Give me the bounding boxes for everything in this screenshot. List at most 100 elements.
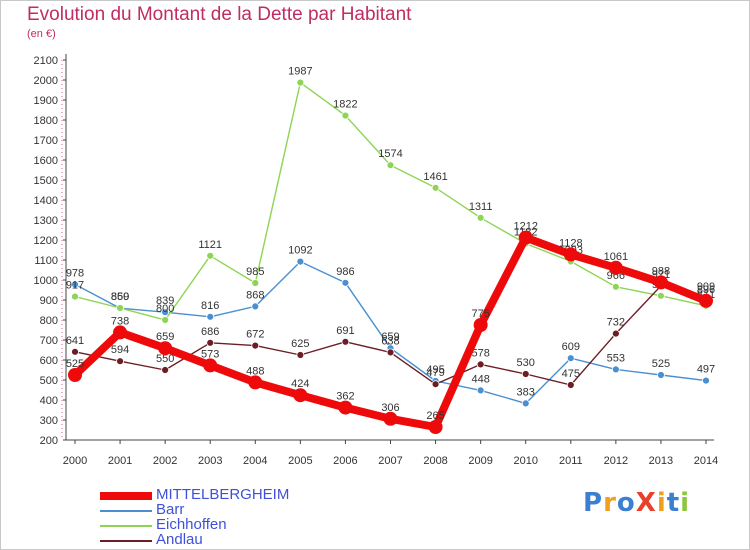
logo-letter: i [656, 488, 667, 518]
data-point-andlau [206, 338, 215, 347]
x-tick-label: 2008 [423, 455, 447, 467]
data-point-eichhoffen [341, 111, 350, 120]
data-label-eichhoffen: 800 [156, 303, 174, 315]
y-tick-label: 200 [40, 435, 58, 447]
logo-letter: t [666, 488, 681, 518]
data-point-eichhoffen [161, 316, 170, 324]
data-label-mittelbergheim: 1128 [559, 237, 583, 249]
logo-letter: r [603, 488, 617, 518]
data-point-barr [71, 280, 79, 289]
data-point-mittelbergheim [608, 260, 623, 275]
data-point-mittelbergheim [248, 375, 263, 390]
data-point-barr [161, 308, 170, 317]
data-point-mittelbergheim [158, 341, 173, 356]
data-label-barr: 868 [246, 289, 264, 301]
data-point-mittelbergheim [293, 388, 308, 403]
data-label-andlau: 578 [471, 347, 489, 359]
y-tick-label: 500 [40, 375, 58, 387]
y-tick-label: 2000 [34, 75, 58, 87]
data-label-eichhoffen: 860 [111, 291, 129, 303]
data-label-mittelbergheim: 1212 [513, 221, 537, 233]
data-label-mittelbergheim: 573 [201, 348, 219, 360]
data-point-eichhoffen [476, 213, 485, 222]
data-point-barr [476, 386, 485, 395]
data-point-eichhoffen [296, 78, 305, 87]
y-tick-label: 1700 [34, 135, 58, 147]
legend-swatch [100, 510, 152, 512]
data-label-barr: 859 [111, 291, 129, 303]
data-point-barr [206, 312, 215, 321]
x-tick-label: 2011 [559, 455, 583, 467]
data-label-eichhoffen: 1461 [423, 171, 447, 183]
data-point-mittelbergheim [563, 247, 578, 262]
data-label-barr: 495 [426, 364, 444, 376]
data-point-andlau [341, 337, 350, 346]
data-label-andlau: 909 [697, 281, 715, 293]
data-label-andlau: 641 [66, 335, 84, 347]
data-point-andlau [566, 381, 575, 389]
data-point-barr [702, 376, 710, 385]
data-point-eichhoffen [116, 304, 124, 312]
data-label-eichhoffen: 917 [66, 280, 84, 292]
x-tick-label: 2007 [378, 455, 402, 467]
data-label-eichhoffen: 1121 [198, 239, 222, 251]
data-label-andlau: 732 [607, 317, 625, 329]
chart-subtitle: (en €) [27, 28, 56, 40]
y-tick-label: 1600 [34, 155, 58, 167]
data-point-barr [251, 302, 260, 311]
data-point-barr [341, 278, 350, 287]
series-line-eichhoffen [74, 81, 707, 321]
data-label-mittelbergheim: 988 [652, 265, 670, 277]
data-point-andlau [521, 370, 530, 378]
logo-letter: o [616, 488, 636, 518]
legend-swatch [100, 492, 152, 500]
data-label-barr: 525 [652, 358, 670, 370]
data-label-andlau: 638 [381, 335, 399, 347]
y-tick-label: 900 [40, 295, 58, 307]
y-tick-label: 1300 [34, 215, 58, 227]
y-tick-label: 1800 [34, 115, 58, 127]
data-label-barr: 609 [562, 341, 580, 353]
data-point-andlau [611, 329, 620, 338]
data-label-andlau: 691 [336, 325, 354, 337]
logo-letter: P [583, 488, 604, 518]
logo-letter: i [680, 488, 691, 518]
x-tick-label: 2000 [63, 455, 87, 467]
legend-label: Eichhoffen [156, 516, 227, 533]
data-point-andlau [386, 348, 395, 357]
y-tick-label: 1500 [34, 175, 58, 187]
data-label-mittelbergheim: 1061 [604, 251, 628, 263]
data-point-eichhoffen [71, 292, 79, 301]
data-label-mittelbergheim: 775 [471, 308, 489, 320]
x-tick-label: 2004 [243, 455, 267, 467]
data-label-mittelbergheim: 488 [246, 365, 264, 377]
data-label-mittelbergheim: 424 [291, 378, 309, 390]
data-point-andlau [431, 380, 440, 389]
data-point-mittelbergheim [68, 368, 82, 382]
data-point-andlau [251, 341, 260, 350]
data-label-eichhoffen: 1822 [333, 99, 357, 111]
data-point-andlau [161, 366, 170, 374]
x-tick-label: 2006 [333, 455, 357, 467]
data-point-mittelbergheim [203, 358, 218, 373]
data-label-mittelbergheim: 896 [697, 284, 715, 296]
data-point-mittelbergheim [653, 275, 668, 290]
x-tick-label: 2009 [468, 455, 492, 467]
y-tick-label: 1900 [34, 95, 58, 107]
data-label-andlau: 550 [156, 353, 174, 365]
data-point-barr [566, 354, 575, 363]
x-tick-label: 2010 [513, 455, 537, 467]
data-label-mittelbergheim: 738 [111, 315, 129, 327]
data-label-mittelbergheim: 525 [66, 358, 84, 370]
data-point-eichhoffen [611, 282, 620, 291]
data-point-eichhoffen [251, 279, 260, 287]
data-point-mittelbergheim [383, 411, 398, 426]
data-point-eichhoffen [206, 251, 215, 260]
legend-swatch [100, 540, 152, 542]
y-tick-label: 1000 [34, 275, 58, 287]
data-point-eichhoffen [657, 291, 665, 300]
data-label-barr: 497 [697, 364, 715, 376]
y-tick-label: 1200 [34, 235, 58, 247]
